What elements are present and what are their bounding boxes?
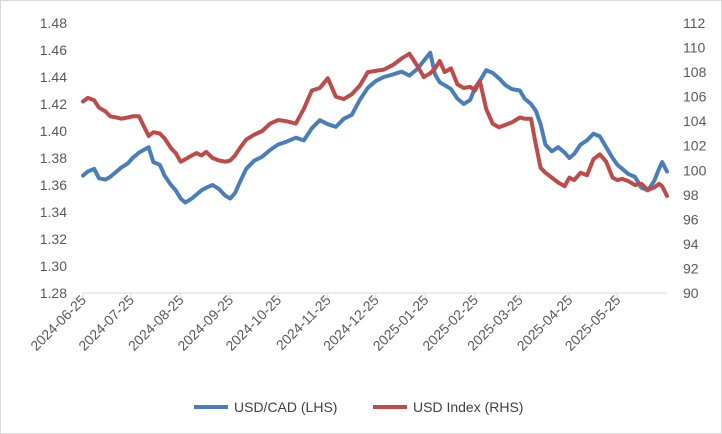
right-axis-tick-label: 96 — [683, 211, 699, 227]
right-axis-tick-label: 104 — [683, 113, 707, 129]
x-axis-ticks — [82, 293, 618, 298]
left-axis-tick-label: 1.40 — [40, 123, 67, 139]
right-axis-tick-label: 106 — [683, 89, 707, 105]
left-axis-tick-label: 1.36 — [40, 177, 67, 193]
x-axis-tick-labels: 2024-06-252024-07-252024-08-252024-09-25… — [27, 292, 624, 354]
left-axis-tick-label: 1.38 — [40, 150, 67, 166]
left-axis-tick-label: 1.48 — [40, 15, 67, 31]
left-axis-tick-label: 1.32 — [40, 231, 67, 247]
left-axis-tick-label: 1.44 — [40, 69, 67, 85]
series-lines — [81, 50, 669, 205]
right-axis-tick-label: 94 — [683, 236, 699, 252]
right-axis-tick-label: 92 — [683, 260, 699, 276]
series-line-usd-index — [81, 51, 669, 198]
legend-label: USD Index (RHS) — [413, 399, 523, 415]
legend-label: USD/CAD (LHS) — [234, 399, 337, 415]
left-axis-tick-label: 1.34 — [40, 204, 67, 220]
right-axis-tick-label: 102 — [683, 138, 707, 154]
left-axis-tick-labels: 1.28 1.30 1.32 1.34 1.36 1.38 1.40 1.42 1.44 1.46… — [40, 15, 67, 301]
right-axis-tick-label: 112 — [683, 15, 706, 31]
left-axis-tick-label: 1.42 — [40, 96, 67, 112]
left-axis-tick-label: 1.30 — [40, 258, 67, 274]
series-line-usd-cad — [81, 50, 669, 205]
left-axis-tick-label: 1.46 — [40, 42, 67, 58]
right-axis-tick-label: 108 — [683, 64, 707, 80]
right-axis-tick-label: 100 — [683, 162, 707, 178]
left-axis-tick-label: 1.28 — [40, 285, 67, 301]
right-axis-tick-label: 98 — [683, 187, 699, 203]
right-axis-tick-label: 110 — [683, 40, 706, 56]
legend: USD/CAD (LHS) USD Index (RHS) — [194, 399, 523, 415]
right-axis-tick-labels: 90 92 94 96 98 100 102 104 106 108 110 112 — [683, 15, 707, 301]
right-axis-tick-label: 90 — [683, 285, 699, 301]
